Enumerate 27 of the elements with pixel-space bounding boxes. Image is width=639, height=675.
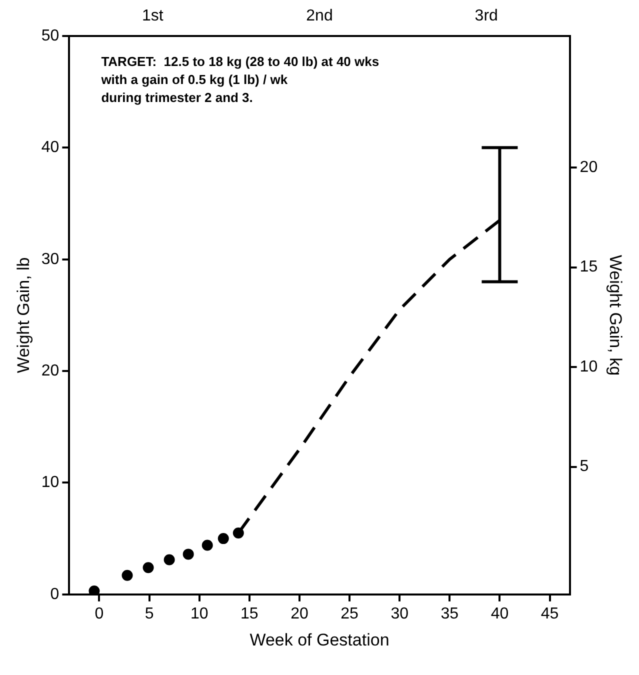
y2-tick-label: 15	[580, 258, 598, 276]
y-tick-label: 50	[41, 27, 60, 44]
x-tick-label: 5	[144, 605, 154, 622]
y2-tick-label: 5	[580, 458, 589, 476]
x-tick-label: 25	[340, 605, 359, 622]
y2-tick-label: 10	[580, 358, 598, 376]
x-tick-label: 35	[440, 605, 459, 622]
y2-tick-label: 20	[580, 159, 598, 176]
text: 2nd	[306, 7, 333, 24]
annotation: TARGET: 12.5 to 18 kg (28 to 40 lb) at 40 wks with a gain of 0.5 kg (1 lb) / wk during trimester 2 and 3.	[100, 54, 380, 106]
x-tick-label: 20	[290, 605, 308, 622]
x-axis-title: Week of Gestation	[250, 630, 390, 650]
x-tick-label: 0	[94, 605, 104, 622]
y-tick-label: 40	[41, 139, 60, 156]
y2-axis-title: Weight Gain, kg	[606, 254, 626, 376]
y-tick-label: 30	[41, 250, 60, 268]
x-tick-label: 45	[540, 605, 559, 622]
text: 1st	[142, 7, 164, 24]
y-tick-label: 20	[41, 362, 60, 380]
x-tick-label: 10	[190, 605, 208, 622]
y-tick-label: 10	[41, 474, 60, 492]
x-tick-label: 40	[490, 605, 509, 622]
y-axis-title: Weight Gain, lb	[14, 257, 33, 374]
x-tick-label: 30	[390, 605, 409, 622]
text: 3rd	[474, 7, 498, 24]
y-tick-label: 0	[50, 586, 60, 603]
x-tick-label: 15	[240, 605, 258, 622]
